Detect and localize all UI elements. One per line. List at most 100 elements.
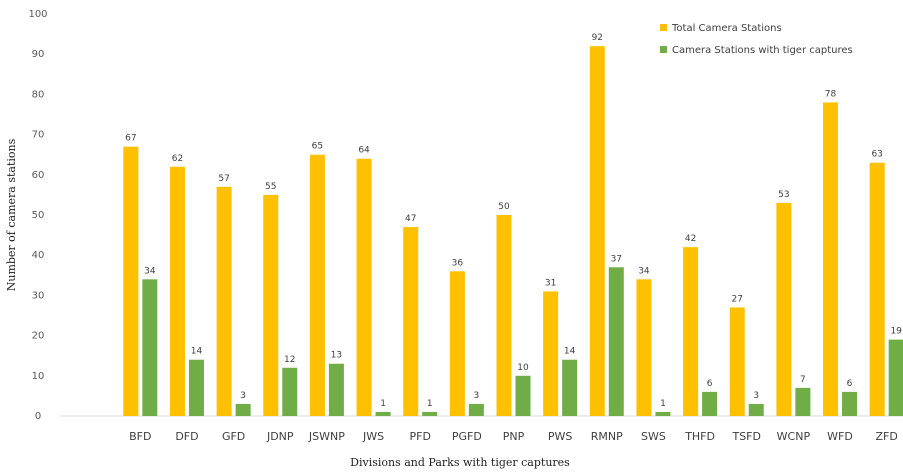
bar-total-sws [636,279,652,416]
bar-total-bfd [123,146,139,416]
axes-group: 0 10 20 30 40 50 60 70 80 90 100 BFD DFD GFD JDNP JSWNP… [28,9,903,443]
data-label-tiger-jws: 1 [380,399,386,409]
bar-tiger-wcnp [795,387,811,416]
legend-label-tiger: Camera Stations with tiger captures [672,45,853,56]
x-tick-label-dfd: DFD [175,430,198,443]
data-label-total-pfd: 47 [405,214,416,224]
legend-swatch-total [660,24,667,31]
data-label-tiger-dfd: 14 [191,347,203,357]
data-label-total-sws: 34 [638,266,650,276]
bar-total-wfd [823,102,839,416]
bar-tiger-pfd [422,411,438,416]
bar-total-zfd [869,162,885,416]
data-label-tiger-jswnp: 13 [331,351,342,361]
data-label-tiger-jdnp: 12 [284,355,295,365]
data-label-tiger-pnp: 10 [517,363,529,373]
x-tick-label-tsfd: TSFD [731,430,761,443]
x-axis-title: Divisions and Parks with tiger captures [350,456,570,469]
bar-total-jswnp [309,154,325,416]
bar-tiger-thfd [702,391,718,416]
data-label-total-dfd: 62 [172,154,183,164]
bar-total-wcnp [776,202,792,416]
x-tick-label-pnp: PNP [503,430,525,443]
bar-tiger-wfd [842,391,858,416]
data-label-tiger-pgfd: 3 [473,391,479,401]
data-label-tiger-wcnp: 7 [800,375,806,385]
bar-tiger-pws [562,359,578,416]
y-tick-label: 30 [32,290,45,301]
bar-total-pfd [403,227,419,416]
data-label-total-wfd: 78 [825,89,837,99]
bar-tiger-jws [375,411,391,416]
y-tick-label: 20 [32,331,45,342]
x-tick-label-gfd: GFD [222,430,245,443]
data-label-tiger-thfd: 6 [707,379,713,389]
y-tick-label: 50 [32,210,45,221]
x-tick-label-wfd: WFD [827,430,853,443]
x-tick-label-bfd: BFD [129,430,151,443]
bar-total-gfd [216,186,232,416]
x-tick-label-pws: PWS [548,430,573,443]
bar-total-pnp [496,215,512,416]
legend-swatch-tiger [660,46,667,53]
y-tick-label: 40 [32,250,45,261]
x-tick-label-pfd: PFD [409,430,430,443]
data-label-tiger-zfd: 19 [890,327,902,337]
x-tick-label-jdnp: JDNP [266,430,294,443]
x-tick-label-pgfd: PGFD [452,430,482,443]
bar-tiger-jdnp [282,367,298,416]
bar-tiger-bfd [142,279,158,416]
data-label-tiger-gfd: 3 [240,391,246,401]
bar-total-dfd [169,166,185,416]
bar-tiger-sws [655,411,671,416]
bar-tiger-gfd [235,403,251,416]
data-label-tiger-pfd: 1 [427,399,433,409]
bar-total-jws [356,158,372,416]
x-tick-label-jws: JWS [362,430,384,443]
data-label-total-thfd: 42 [685,234,696,244]
bar-total-rmnp [589,46,605,416]
data-label-total-rmnp: 92 [592,33,603,43]
bars-group [123,46,903,416]
data-label-tiger-rmnp: 37 [611,254,622,264]
data-label-tiger-wfd: 6 [847,379,853,389]
data-label-total-gfd: 57 [218,174,229,184]
y-tick-label: 10 [32,371,45,382]
x-tick-label-thfd: THFD [684,430,715,443]
legend-label-total: Total Camera Stations [671,23,782,34]
y-tick-label: 80 [32,89,45,100]
x-tick-label-wcnp: WCNP [777,430,811,443]
data-label-total-bfd: 67 [125,134,136,144]
data-label-total-wcnp: 53 [778,190,789,200]
y-tick-label: 0 [35,411,41,422]
y-axis-title: Number of camera stations [5,138,18,291]
bar-total-pgfd [449,271,465,416]
data-label-total-tsfd: 27 [732,294,743,304]
data-label-total-pnp: 50 [498,202,510,212]
bar-total-pws [543,291,559,416]
bar-tiger-zfd [888,339,903,416]
data-label-total-pws: 31 [545,278,556,288]
data-label-tiger-sws: 1 [660,399,666,409]
data-label-tiger-bfd: 34 [144,266,156,276]
bar-tiger-pgfd [468,403,484,416]
y-tick-label: 90 [32,49,45,60]
bar-total-thfd [683,247,699,416]
data-label-total-jws: 64 [358,146,370,156]
data-label-tiger-pws: 14 [564,347,576,357]
y-tick-label: 100 [28,9,47,20]
legend: Total Camera Stations Camera Stations wit… [660,23,853,56]
data-label-tiger-tsfd: 3 [753,391,759,401]
data-label-total-jswnp: 65 [312,142,323,152]
x-tick-label-rmnp: RMNP [591,430,623,443]
data-label-total-zfd: 63 [871,150,882,160]
y-tick-label: 70 [32,130,45,141]
x-tick-label-jswnp: JSWNP [308,430,345,443]
data-labels-group: 6734621457355126513641471363501031149237… [125,33,902,409]
bar-tiger-dfd [188,359,204,416]
bar-tiger-jswnp [328,363,344,416]
bar-tiger-pnp [515,375,531,416]
bar-tiger-tsfd [748,403,764,416]
